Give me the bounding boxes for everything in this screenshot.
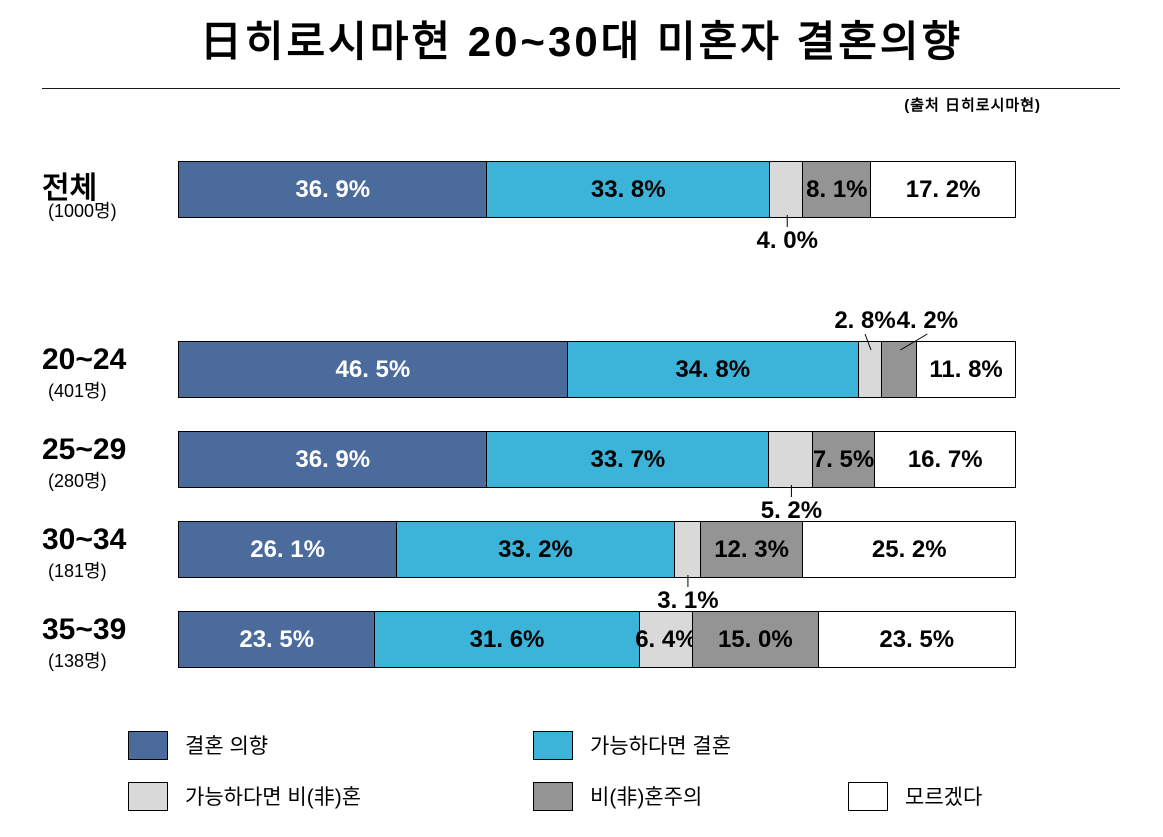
bar-segment-1: 23. 5% [179,612,376,667]
bar-segment-1: 46. 5% [179,342,568,397]
bar-segment-2: 33. 8% [487,162,771,217]
source-note: (출처 日히로시마현) [904,97,1041,114]
percent-label-inside: 6. 4% [635,625,697,653]
bar-segment-5: 25. 2% [803,522,1015,577]
legend-label: 가능하다면 결혼 [590,735,732,758]
bar-segment-4: 7. 5% [812,432,876,487]
bar-segment-3 [769,432,813,487]
legend-item: 결혼 의향 [128,730,268,760]
bar-segment-2: 34. 8% [567,342,859,397]
percent-label-inside: 36. 9% [295,445,371,473]
category-label: 20~24 [42,343,127,376]
percent-label-outside: 4. 2% [896,307,959,334]
bar-segment-3: 6. 4% [635,612,697,667]
legend-label: 결혼 의향 [185,735,269,758]
percent-label-inside: 33. 2% [498,535,573,563]
bar-segment-2: 31. 6% [375,612,640,667]
legend-item: 비(非)혼주의 [533,781,702,811]
category-count: (280명) [48,471,107,491]
legend-swatch [128,730,168,760]
bar-segment-3 [770,162,804,217]
category-count: (138명) [48,651,107,671]
bar-segment-4 [882,342,918,397]
legend-swatch [533,781,573,811]
legend-swatch [533,730,573,760]
percent-label-inside: 17. 2% [905,175,981,203]
percent-label-inside: 34. 8% [675,355,751,383]
category-label: 30~34 [42,523,127,556]
bar-segment-2: 33. 7% [487,432,770,487]
bar-segment-3 [858,342,883,397]
percent-label-inside: 26. 1% [250,535,325,563]
bar-row: 26. 1% 33. 2% 12. 3% 25. 2% [178,521,1016,578]
bar-segment-5: 23. 5% [818,612,1015,667]
percent-label-inside: 7. 5% [812,445,875,473]
percent-label-inside: 8. 1% [806,175,868,203]
percent-label-inside: 12. 3% [714,535,789,563]
bar-segment-4: 8. 1% [803,162,872,217]
category-count: (1000명) [48,201,117,221]
legend-item: 모르겠다 [848,781,982,811]
percent-label-inside: 25. 2% [871,535,947,563]
bar-segment-2: 33. 2% [397,522,675,577]
title-underline [42,88,1120,89]
bar-segment-5: 11. 8% [917,342,1015,397]
bar-segment-4: 15. 0% [693,612,819,667]
bar-row: 36. 9% 33. 7% 7. 5% 16. 7% [178,431,1016,488]
category-count: (181명) [48,561,107,581]
percent-label-inside: 31. 6% [469,625,545,653]
bar-segment-3 [674,522,701,577]
bar-row: 36. 9% 33. 8% 8. 1% 17. 2% [178,161,1016,218]
percent-label-inside: 16. 7% [907,445,983,473]
percent-label-inside: 23. 5% [879,625,955,653]
percent-label-outside: 3. 1% [657,587,719,614]
percent-label-outside: 5. 2% [760,497,823,524]
chart-title: 日히로시마현 20~30대 미혼자 결혼의향 [199,18,964,65]
bar-segment-1: 26. 1% [179,522,398,577]
percent-label-inside: 46. 5% [335,355,411,383]
bar-segment-5: 17. 2% [871,162,1015,217]
percent-label-inside: 11. 8% [929,355,1003,383]
category-label: 전체 [42,172,98,205]
category-label: 35~39 [42,613,127,646]
legend-item: 가능하다면 비(非)혼 [128,781,361,811]
percent-label-inside: 33. 7% [590,445,666,473]
legend-label: 비(非)혼주의 [590,786,703,809]
percent-label-inside: 23. 5% [239,625,315,653]
legend-item: 가능하다면 결혼 [533,730,731,760]
bar-segment-1: 36. 9% [179,162,488,217]
percent-label-inside: 15. 0% [717,625,793,653]
bar-segment-5: 16. 7% [875,432,1015,487]
category-count: (401명) [48,381,107,401]
percent-label-inside: 33. 8% [590,175,666,203]
percent-label-outside: 4. 0% [756,227,818,254]
bar-segment-4: 12. 3% [700,522,804,577]
legend-swatch [128,781,168,811]
bar-row: 46. 5% 34. 8% 11. 8% [178,341,1016,398]
legend-label: 가능하다면 비(非)혼 [185,786,362,809]
percent-label-inside: 36. 9% [295,175,371,203]
percent-label-outside: 2. 8% [834,307,896,334]
bar-row: 23. 5% 31. 6% 6. 4% 15. 0% 23. 5% [178,611,1016,668]
legend-label: 모르겠다 [905,786,983,809]
bar-segment-1: 36. 9% [179,432,488,487]
legend-swatch [848,781,888,811]
category-label: 25~29 [42,433,127,466]
